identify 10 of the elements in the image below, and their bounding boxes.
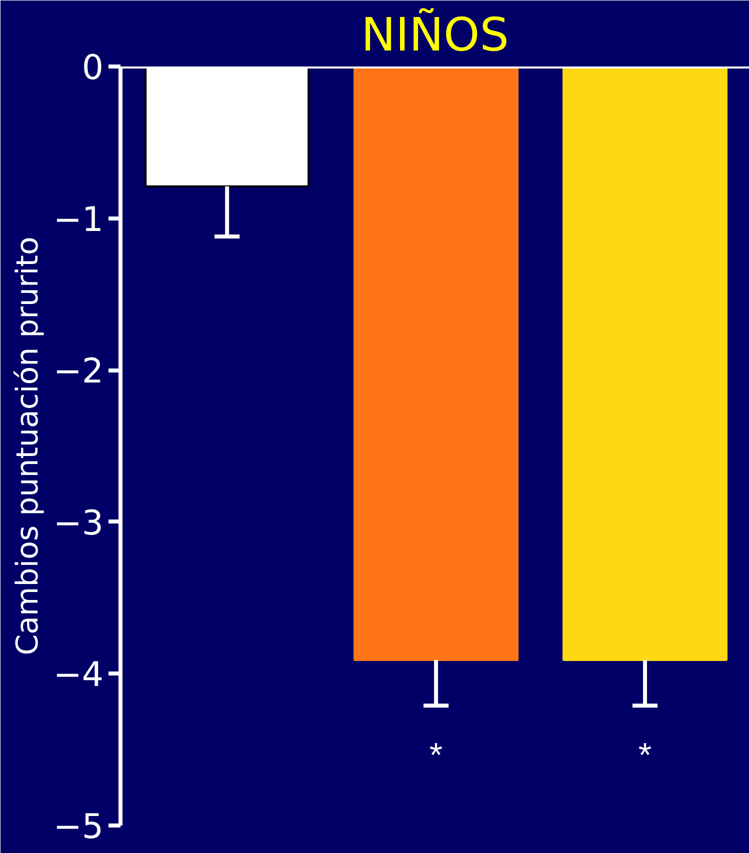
annotation: * [429,736,443,775]
annotation: * [638,736,652,775]
chart-title: NIÑOS [361,8,509,62]
y-tick-label: 0 [82,48,104,88]
y-tick-label: −5 [53,807,104,847]
y-tick-label: −4 [53,655,104,696]
y-axis-title: Cambios puntuación prurito [10,236,46,656]
y-tick-label: −3 [53,503,104,544]
y-tick-label: −2 [53,352,104,392]
y-tick-label: −1 [53,200,104,240]
